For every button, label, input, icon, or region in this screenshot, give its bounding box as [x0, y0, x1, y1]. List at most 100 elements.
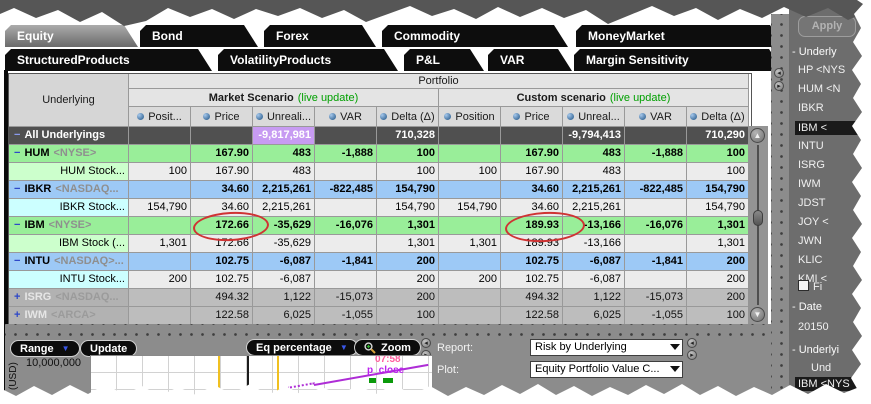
cell-c_pos: 200	[439, 271, 501, 289]
tab-commodity[interactable]: Commodity	[382, 25, 568, 47]
cell-c_unreal: 2,215,261	[563, 181, 625, 199]
chart-y-tick: 10,000,000	[26, 357, 82, 369]
cell-c_delta: 710,290	[687, 127, 749, 145]
column-header-delta[interactable]: Delta (Δ)	[687, 107, 749, 127]
table-row[interactable]: − HUM <NYSE> 167.90 483 -1,888 100 167.90 483 -1,…	[9, 145, 751, 163]
table-row[interactable]: − All Underlyings -9,817,981 710,328 -9,794,…	[9, 127, 751, 145]
column-header-var[interactable]: VAR	[315, 107, 377, 127]
chevron-down-icon: ▼	[339, 342, 348, 352]
cell-c_unreal: 1,122	[563, 289, 625, 307]
collapse-left-icon[interactable]: ◂	[687, 338, 697, 348]
collapse-icon[interactable]: −	[14, 183, 21, 195]
sidebar-item-jwn[interactable]: JWN	[798, 235, 822, 247]
cell-c_var	[625, 163, 687, 181]
zoom-button[interactable]: Zoom	[354, 339, 421, 356]
checkbox-label: Fi	[813, 281, 823, 293]
cell-m_pos	[129, 289, 191, 307]
exchange-suffix: <NASDAQ...	[55, 291, 119, 303]
horizontal-splitter-grip[interactable]	[5, 324, 771, 337]
expand-right-icon[interactable]: ▸	[774, 81, 784, 91]
filter-checkbox[interactable]: Fi	[798, 280, 871, 293]
cell-c_delta: 1,301	[687, 235, 749, 253]
expand-icon[interactable]: +	[14, 309, 21, 321]
collapse-icon[interactable]: −	[14, 255, 21, 267]
collapse-icon[interactable]: −	[14, 147, 21, 159]
sidebar-item-joy[interactable]: JOY <	[798, 216, 829, 228]
collapse-left-icon[interactable]: ◂	[774, 68, 784, 78]
expand-right-icon[interactable]: ▸	[687, 350, 697, 360]
cell-c_unreal: -13,166	[563, 217, 625, 235]
vertical-splitter-grip[interactable]	[771, 14, 789, 404]
plot-select[interactable]: Equity Portfolio Value C...	[530, 361, 683, 378]
column-header-price[interactable]: Price	[191, 107, 253, 127]
chart-series-label: p_close	[367, 365, 405, 376]
expand-icon[interactable]: +	[14, 291, 21, 303]
cell-m_unreal: 483	[253, 145, 315, 163]
scroll-down-icon[interactable]: ▼	[750, 307, 765, 322]
underlying-column-header[interactable]: Underlying	[9, 74, 129, 127]
column-header-unreal[interactable]: Unreal...	[563, 107, 625, 127]
sidebar-item-iwm[interactable]: IWM	[798, 178, 821, 190]
tab-equity[interactable]: Equity	[5, 25, 138, 47]
zoom-label: Zoom	[381, 341, 411, 354]
table-row[interactable]: INTU Stock... 200 102.75 -6,087 200 200 102.75…	[9, 271, 751, 289]
selected-underlying[interactable]: IBM <NYS	[795, 377, 871, 391]
underlying-name: IBM	[24, 219, 45, 231]
table-row[interactable]: + ISRG <NASDAQ... 494.32 1,122 -15,073 200 494.…	[9, 289, 751, 307]
collapse-left-icon[interactable]: ◂	[421, 338, 431, 348]
column-header-delta[interactable]: Delta (Δ)	[377, 107, 439, 127]
cell-m_delta: 100	[377, 163, 439, 181]
tab-pnl[interactable]: P&L	[404, 49, 484, 71]
table-row[interactable]: − INTU <NASDAQ>... 102.75 -6,087 -1,841 200 102…	[9, 253, 751, 271]
column-header-posit[interactable]: Posit...	[129, 107, 191, 127]
price-line-dotted	[286, 382, 315, 389]
scrollbar-thumb[interactable]	[753, 210, 763, 226]
tab-volatility-products[interactable]: VolatilityProducts	[218, 49, 398, 71]
table-row[interactable]: HUM Stock... 100 167.90 483 100 100 167.90 483 1…	[9, 163, 751, 181]
cell-c_price: 102.75	[501, 271, 563, 289]
column-header-var[interactable]: VAR	[625, 107, 687, 127]
table-row[interactable]: − IBKR <NASDAQ... 34.60 2,215,261 -822,485 154…	[9, 181, 751, 199]
tab-structured-products[interactable]: StructuredProducts	[5, 49, 212, 71]
cell-m_var	[315, 163, 377, 181]
table-scrollbar[interactable]: ▲ ▼	[748, 126, 768, 324]
table-row[interactable]: IBKR Stock... 154,790 34.60 2,215,261 154,79…	[9, 199, 751, 217]
tab-bond[interactable]: Bond	[140, 25, 258, 47]
cell-m_unreal: -9,817,981	[253, 127, 315, 145]
column-header-position[interactable]: Position	[439, 107, 501, 127]
checkbox-icon[interactable]	[798, 280, 809, 291]
sidebar-item-jdst[interactable]: JDST	[798, 197, 826, 209]
sidebar-item-hpnys[interactable]: HP <NYS	[798, 64, 846, 76]
table-row[interactable]: − IBM <NYSE> 172.66 -35,629 -16,076 1,301 189.9…	[9, 217, 751, 235]
tab-margin-sensitivity[interactable]: Margin Sensitivity	[574, 49, 783, 71]
tab-var[interactable]: VAR	[488, 49, 572, 71]
collapse-icon[interactable]: −	[14, 129, 21, 141]
collapse-icon[interactable]: −	[14, 219, 21, 231]
eq-percentage-button[interactable]: Eq percentage ▼	[246, 339, 358, 356]
sidebar-item-klic[interactable]: KLIC	[798, 254, 823, 266]
cell-c_delta: 154,790	[687, 199, 749, 217]
table-row[interactable]: + IWM <ARCA> 122.58 6,025 -1,055 100 122.58 6,02…	[9, 307, 751, 325]
sidebar-item-isrg[interactable]: ISRG	[798, 159, 825, 171]
column-header-price[interactable]: Price	[501, 107, 563, 127]
cell-c_pos	[439, 253, 501, 271]
scroll-up-icon[interactable]: ▲	[750, 128, 765, 143]
cell-c_unreal: 483	[563, 163, 625, 181]
table-row[interactable]: IBM Stock (... 1,301 172.66 -35,629 1,301 1,3…	[9, 235, 751, 253]
tab-forex[interactable]: Forex	[264, 25, 376, 47]
range-button[interactable]: Range ▼	[10, 340, 80, 357]
sidebar-item-humn[interactable]: HUM <N	[798, 83, 841, 95]
cell-m_price: 102.75	[191, 271, 253, 289]
sidebar-item-intu[interactable]: INTU	[798, 140, 824, 152]
sidebar-item-ibkr[interactable]: IBKR	[798, 102, 824, 114]
eq-percentage-label: Eq percentage	[256, 341, 332, 354]
date-value[interactable]: 20150	[798, 321, 829, 333]
cell-c_unreal: -6,087	[563, 271, 625, 289]
underlying-name: HUM	[24, 147, 50, 159]
apply-button[interactable]: Apply	[798, 16, 856, 37]
report-select[interactable]: Risk by Underlying	[530, 339, 683, 356]
column-header-unreali[interactable]: Unreali...	[253, 107, 315, 127]
report-value: Risk by Underlying	[535, 341, 627, 353]
tab-moneymarket[interactable]: MoneyMarket	[576, 25, 784, 47]
sidebar-item-ibm[interactable]: IBM <	[795, 121, 871, 135]
